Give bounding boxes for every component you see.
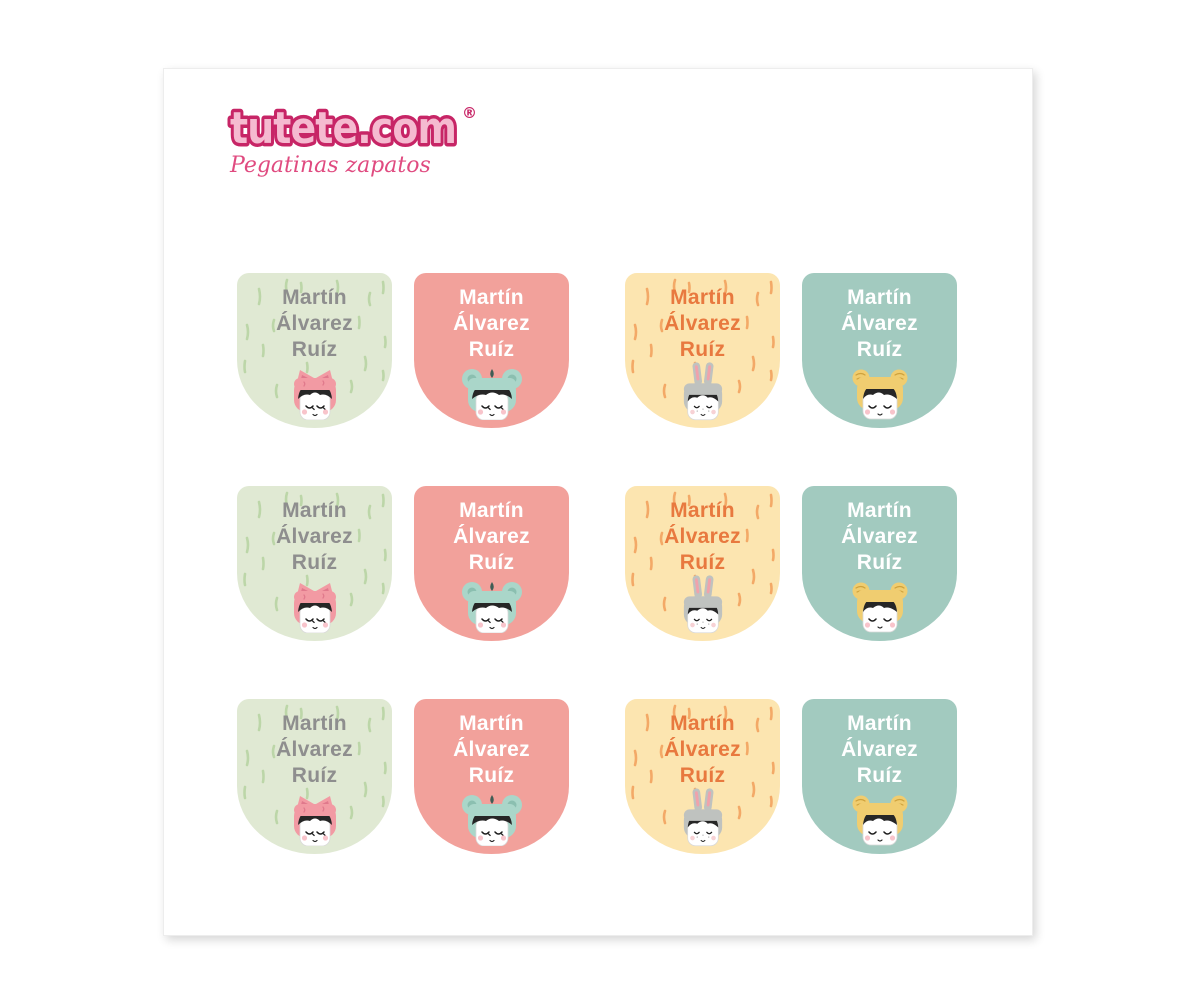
name-line: Martín bbox=[847, 499, 912, 522]
name-line: Ruíz bbox=[468, 338, 515, 361]
sticker-pink: Martín Álvarez Ruíz bbox=[414, 273, 569, 428]
name-label: Martín Álvarez Ruíz bbox=[625, 498, 780, 576]
name-line: Álvarez bbox=[453, 525, 530, 548]
sticker-green: Martín Álvarez Ruíz bbox=[237, 699, 392, 854]
name-line: Álvarez bbox=[453, 312, 530, 335]
name-line: Martín bbox=[282, 499, 347, 522]
sticker-sheet-card: tutete.com ® Pegatinas zapatos Martín Ál… bbox=[163, 68, 1033, 936]
name-label: Martín Álvarez Ruíz bbox=[802, 711, 957, 789]
name-line: Ruíz bbox=[468, 551, 515, 574]
bear-hat-doll-icon bbox=[852, 368, 908, 420]
name-line: Álvarez bbox=[276, 525, 353, 548]
sticker-yellow: Martín Álvarez Ruíz bbox=[625, 486, 780, 641]
registered-mark-icon: ® bbox=[462, 104, 477, 122]
name-line: Martín bbox=[847, 286, 912, 309]
name-line: Martín bbox=[847, 712, 912, 735]
cat-hat-doll-icon bbox=[290, 794, 340, 846]
name-label: Martín Álvarez Ruíz bbox=[414, 711, 569, 789]
name-line: Martín bbox=[670, 286, 735, 309]
bunny-hat-doll-icon bbox=[681, 573, 725, 635]
name-label: Martín Álvarez Ruíz bbox=[625, 711, 780, 789]
name-line: Álvarez bbox=[276, 312, 353, 335]
sticker-pink: Martín Álvarez Ruíz bbox=[414, 486, 569, 641]
name-line: Ruíz bbox=[468, 764, 515, 787]
name-label: Martín Álvarez Ruíz bbox=[802, 285, 957, 363]
name-line: Álvarez bbox=[841, 312, 918, 335]
name-line: Álvarez bbox=[841, 525, 918, 548]
name-line: Álvarez bbox=[841, 738, 918, 761]
name-label: Martín Álvarez Ruíz bbox=[625, 285, 780, 363]
sticker-yellow: Martín Álvarez Ruíz bbox=[625, 273, 780, 428]
koala-hat-doll-icon bbox=[462, 792, 522, 846]
name-line: Ruíz bbox=[291, 338, 338, 361]
cat-hat-doll-icon bbox=[290, 368, 340, 420]
sticker-green: Martín Álvarez Ruíz bbox=[237, 273, 392, 428]
brand-logo: tutete.com ® bbox=[226, 99, 496, 162]
name-line: Martín bbox=[459, 712, 524, 735]
name-line: Álvarez bbox=[276, 738, 353, 761]
bear-hat-doll-icon bbox=[852, 794, 908, 846]
name-line: Álvarez bbox=[664, 525, 741, 548]
sticker-grid: Martín Álvarez Ruíz Martín Álvarez Ruíz … bbox=[164, 69, 1032, 935]
name-line: Martín bbox=[670, 712, 735, 735]
name-line: Álvarez bbox=[664, 738, 741, 761]
name-label: Martín Álvarez Ruíz bbox=[414, 285, 569, 363]
product-subtitle: Pegatinas zapatos bbox=[230, 153, 431, 178]
name-line: Álvarez bbox=[453, 738, 530, 761]
name-line: Ruíz bbox=[679, 338, 726, 361]
name-line: Ruíz bbox=[856, 551, 903, 574]
name-line: Ruíz bbox=[291, 764, 338, 787]
koala-hat-doll-icon bbox=[462, 579, 522, 633]
name-label: Martín Álvarez Ruíz bbox=[802, 498, 957, 576]
name-label: Martín Álvarez Ruíz bbox=[414, 498, 569, 576]
sticker-teal: Martín Álvarez Ruíz bbox=[802, 699, 957, 854]
name-line: Ruíz bbox=[679, 764, 726, 787]
name-line: Martín bbox=[459, 286, 524, 309]
name-line: Martín bbox=[670, 499, 735, 522]
sticker-yellow: Martín Álvarez Ruíz bbox=[625, 699, 780, 854]
name-line: Martín bbox=[282, 712, 347, 735]
sticker-pink: Martín Álvarez Ruíz bbox=[414, 699, 569, 854]
name-line: Ruíz bbox=[679, 551, 726, 574]
koala-hat-doll-icon bbox=[462, 366, 522, 420]
name-line: Álvarez bbox=[664, 312, 741, 335]
name-line: Ruíz bbox=[856, 764, 903, 787]
bear-hat-doll-icon bbox=[852, 581, 908, 633]
cat-hat-doll-icon bbox=[290, 581, 340, 633]
bunny-hat-doll-icon bbox=[681, 360, 725, 422]
bunny-hat-doll-icon bbox=[681, 786, 725, 848]
name-line: Ruíz bbox=[856, 338, 903, 361]
sticker-teal: Martín Álvarez Ruíz bbox=[802, 486, 957, 641]
name-label: Martín Álvarez Ruíz bbox=[237, 285, 392, 363]
name-line: Martín bbox=[459, 499, 524, 522]
brand-wordmark: tutete.com bbox=[230, 103, 456, 154]
sticker-green: Martín Álvarez Ruíz bbox=[237, 486, 392, 641]
name-line: Martín bbox=[282, 286, 347, 309]
name-label: Martín Álvarez Ruíz bbox=[237, 711, 392, 789]
sticker-teal: Martín Álvarez Ruíz bbox=[802, 273, 957, 428]
name-label: Martín Álvarez Ruíz bbox=[237, 498, 392, 576]
name-line: Ruíz bbox=[291, 551, 338, 574]
